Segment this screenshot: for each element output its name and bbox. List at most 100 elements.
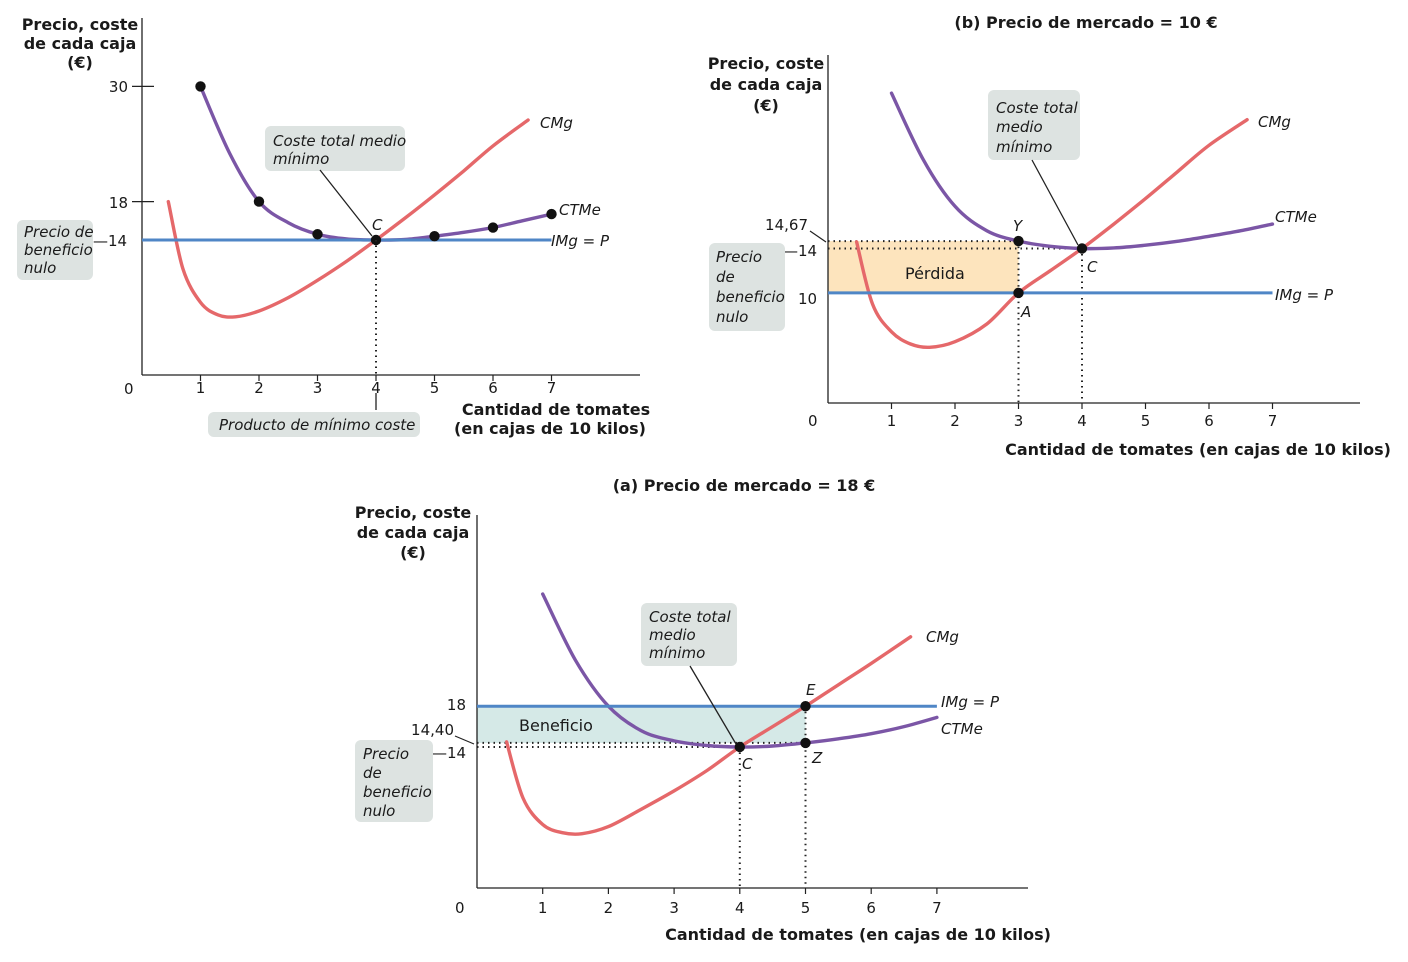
y-axis-label-line-1: Precio, coste: [708, 54, 825, 73]
y-axis-label-line-1: Precio, coste: [355, 503, 472, 522]
y-tick-label-14: —14: [93, 232, 127, 250]
origin-label: 0: [124, 380, 134, 398]
series-layer: [142, 84, 554, 319]
ctme-min-line-2: mínimo: [273, 150, 329, 168]
panel-title: (a) Precio de mercado = 18 €: [613, 476, 876, 495]
data-point-c: [1076, 243, 1088, 254]
points-layer: [1013, 235, 1088, 299]
y-axis-label-line-2: de cada caja: [24, 34, 137, 53]
y-tick-label-18: 18: [109, 194, 128, 212]
x-tick-label-2: 2: [604, 899, 614, 917]
point-label-a: A: [1020, 303, 1031, 321]
series-label-cmg: CMg: [1258, 113, 1291, 131]
break-even-line-1: Precio de: [24, 223, 94, 241]
ctme-min-line-3: mínimo: [996, 138, 1052, 156]
break-even-line-3: beneficio: [716, 288, 785, 306]
ctme-min-box: Coste total medio mínimo: [641, 603, 737, 745]
series-label-cmg: CMg: [540, 114, 573, 132]
x-tick-label-7: 7: [547, 379, 557, 397]
ctme-min-box: Coste total medio mínimo: [988, 90, 1080, 246]
shaded-region-label: Pérdida: [905, 264, 965, 283]
y-axis-label-line-1: Precio, coste: [22, 15, 139, 34]
x-axis-label-line-1: Cantidad de tomates: [462, 400, 650, 419]
x-tick-label-1: 1: [538, 899, 548, 917]
break-even-line-3: nulo: [24, 259, 56, 277]
break-even-line-4: nulo: [716, 308, 748, 326]
series-label-img-p: IMg = P: [551, 232, 610, 250]
series-label-img-p: IMg = P: [941, 693, 1000, 711]
break-even-line-4: nulo: [363, 802, 395, 820]
series-ctme: [889, 91, 1275, 251]
series-cmg: [504, 635, 913, 836]
ctme-min-line-1: Coste total medio: [273, 132, 406, 150]
x-tick-label-3: 3: [669, 899, 679, 917]
break-even-line-3: beneficio: [363, 783, 432, 801]
y-tick-label-30: 30: [109, 78, 128, 96]
break-even-box: Precio de beneficio nulo: [355, 740, 433, 822]
x-tick-label-6: 6: [1204, 412, 1214, 430]
x-tick-label-3: 3: [1014, 412, 1024, 430]
axes: 1 2 3 4 5 6 7: [132, 18, 640, 397]
x-axis-label-line-2: (en cajas de 10 kilos): [454, 419, 646, 438]
series-cmg: [166, 118, 530, 319]
ctme-min-line-2: medio: [996, 118, 1043, 136]
x-tick-label-2: 2: [950, 412, 960, 430]
y-axis-label-line-2: de cada caja: [357, 523, 470, 542]
break-even-line-1: Precio: [716, 248, 762, 266]
x-tick-label-3: 3: [313, 379, 323, 397]
y-tick-label-14-67: 14,67: [765, 216, 808, 234]
data-point-0: [195, 81, 206, 92]
points-layer: [734, 701, 811, 753]
guide-lines: [477, 706, 807, 888]
guide-lines: [828, 240, 1083, 403]
x-tick-label-6: 6: [488, 379, 498, 397]
data-point-2: [312, 229, 323, 240]
min-cost-output-box: Producto de mínimo coste: [208, 393, 420, 437]
break-even-line-2: de: [363, 764, 382, 782]
x-tick-label-4: 4: [1077, 412, 1087, 430]
x-axis-label: Cantidad de tomates (en cajas de 10 kilo…: [665, 925, 1051, 944]
x-tick-label-4: 4: [735, 899, 745, 917]
point-label-z: Z: [811, 749, 823, 767]
x-tick-label-4: 4: [371, 379, 381, 397]
x-tick-label-1: 1: [887, 412, 897, 430]
y-tick-label-10: 10: [798, 290, 817, 308]
min-cost-output-label: Producto de mínimo coste: [219, 416, 415, 434]
y-axis-label-line-2: de cada caja: [710, 75, 823, 94]
y-tick-label-14: —14: [783, 242, 817, 260]
panel-top-left: Precio, coste de cada caja (€) 1 2 3 4 5 6 7 0…: [17, 15, 650, 438]
data-point-4: [429, 230, 440, 242]
y-tick-label-14: —14: [432, 744, 466, 762]
point-label-y: Y: [1013, 217, 1024, 235]
data-point-c: [734, 741, 745, 753]
point-label-e: E: [806, 681, 816, 699]
break-even-line-2: de: [716, 268, 735, 286]
points-layer: [195, 81, 557, 246]
data-point-z: [800, 737, 811, 749]
panel-top-right: (b) Precio de mercado = 10 € Precio, cos…: [708, 13, 1391, 459]
origin-label: 0: [808, 412, 818, 430]
axes: 1 2 3 4 5 6 7: [827, 55, 1360, 430]
y-tick-label-14-40: 14,40: [411, 721, 454, 739]
shaded-region-rect: [477, 706, 806, 743]
shaded-region-label: Beneficio: [519, 716, 593, 735]
x-axis-label: Cantidad de tomates (en cajas de 10 kilo…: [1005, 440, 1391, 459]
y-axis-label-line-3: (€): [400, 543, 426, 562]
ctme-min-box: Coste total medio mínimo: [265, 126, 406, 237]
x-tick-label-5: 5: [801, 899, 811, 917]
series-label-ctme: CTMe: [1275, 208, 1317, 226]
x-tick-label-7: 7: [1268, 412, 1278, 430]
break-even-line-1: Precio: [363, 745, 409, 763]
point-label-c: C: [372, 216, 383, 234]
data-point-6: [546, 208, 557, 220]
panel-title: (b) Precio de mercado = 10 €: [954, 13, 1217, 32]
panel-bottom: (a) Precio de mercado = 18 € Precio, cos…: [355, 476, 1051, 944]
x-tick-label-6: 6: [866, 899, 876, 917]
series-label-img-p: IMg = P: [1275, 286, 1334, 304]
data-point-y: [1013, 235, 1024, 247]
x-tick-label-7: 7: [932, 899, 942, 917]
x-tick-label-5: 5: [430, 379, 440, 397]
series-label-cmg: CMg: [926, 628, 959, 646]
data-point-5: [487, 222, 499, 233]
y-tick-label-18: 18: [447, 696, 466, 714]
